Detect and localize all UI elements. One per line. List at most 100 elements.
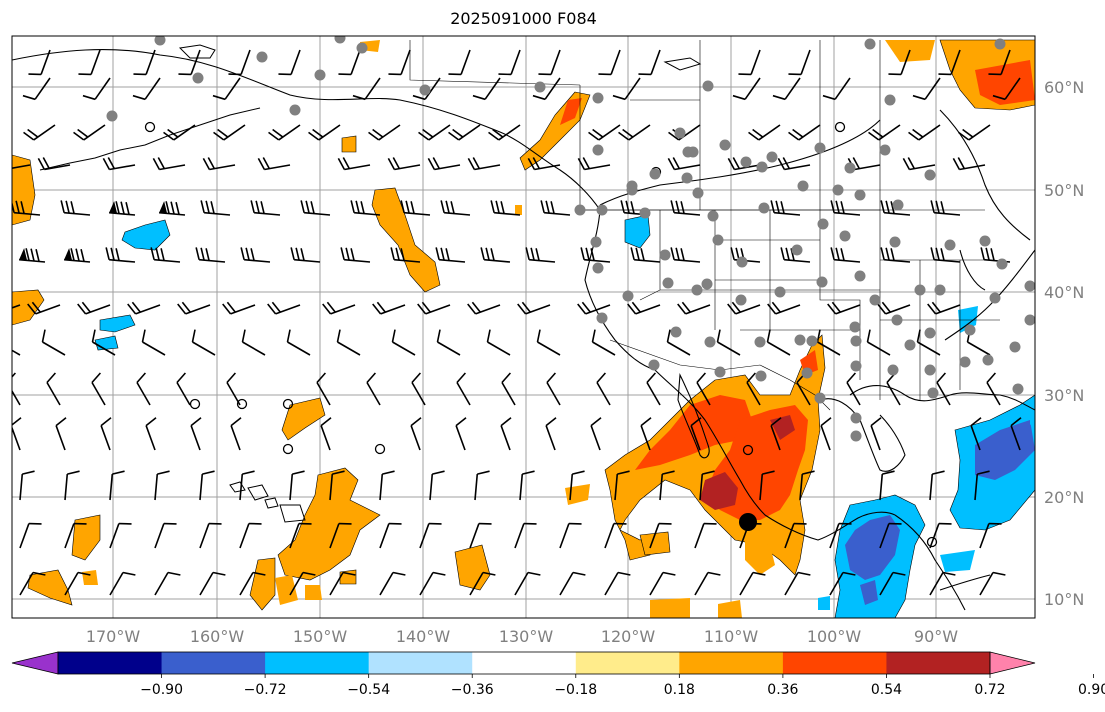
wind-barb: [429, 470, 445, 501]
wind-barb: [930, 247, 961, 263]
latitude-label: 20°N: [1044, 488, 1084, 507]
station-dot: [707, 210, 719, 222]
colorbar-tick-label: −0.54: [347, 682, 390, 698]
station-dot: [797, 180, 809, 192]
wind-barb: [670, 247, 701, 263]
wind-barb: [604, 522, 627, 549]
wind-barb: [379, 571, 406, 596]
station-dot: [814, 142, 826, 154]
wind-barb: [888, 49, 911, 76]
latitude-label: 30°N: [1044, 386, 1084, 405]
wind-barb: [612, 77, 641, 101]
wind-barb: [866, 329, 891, 356]
wind-barbs: [12, 49, 1022, 596]
wind-barb: [649, 571, 676, 596]
station-dot: [844, 162, 856, 174]
wind-barb: [320, 417, 332, 451]
wind-barb: [916, 329, 941, 356]
wind-barb: [133, 49, 156, 76]
longitude-label: 120°W: [601, 627, 656, 646]
wind-barb: [340, 247, 371, 263]
wind-barb: [598, 49, 621, 76]
station-dot: [794, 334, 806, 346]
wind-barb: [559, 571, 586, 596]
wind-barb: [830, 200, 861, 216]
calm-circle: [144, 121, 156, 133]
station-dot: [1009, 341, 1021, 353]
wind-barb: [770, 417, 782, 451]
station-dot: [924, 327, 936, 339]
wind-barb: [627, 301, 661, 315]
wind-barb: [958, 124, 991, 141]
station-dot: [814, 392, 826, 404]
wind-barb: [329, 470, 345, 501]
wind-barb: [388, 49, 411, 76]
station-dot: [891, 314, 903, 326]
wind-barb: [879, 571, 906, 596]
station-dot: [850, 360, 862, 372]
wind-barb: [727, 301, 761, 315]
calm-circle: [374, 443, 386, 455]
wind-barb: [938, 49, 961, 76]
station-dot: [192, 72, 204, 84]
wind-barb: [82, 77, 111, 101]
wind-barb: [64, 470, 80, 501]
wind-barb: [501, 372, 516, 406]
wind-barb: [456, 372, 471, 406]
wind-barb: [746, 372, 761, 406]
wind-barb: [290, 247, 321, 263]
station-dot: [639, 207, 651, 219]
station-dot: [927, 387, 939, 399]
wind-barb: [213, 124, 246, 141]
wind-barb: [352, 77, 381, 101]
wind-barb: [267, 301, 301, 315]
wind-barb: [646, 372, 661, 406]
wind-barb: [418, 124, 451, 141]
station-dot: [590, 236, 602, 248]
wind-barb: [289, 571, 316, 596]
station-dot: [691, 284, 703, 296]
wind-barb: [141, 329, 166, 356]
station-dot: [670, 326, 682, 338]
wind-barb: [777, 157, 811, 171]
longitude-label: 100°W: [807, 627, 862, 646]
wind-barb: [338, 49, 361, 76]
wind-barb: [880, 200, 911, 216]
wind-barb: [474, 470, 490, 501]
wind-barb: [55, 417, 67, 451]
wind-barb: [322, 301, 356, 315]
wind-barb: [19, 571, 46, 596]
station-dot: [959, 356, 971, 368]
calm-circle: [189, 398, 201, 410]
colorbar-segment: [782, 652, 887, 674]
wind-barb: [152, 157, 186, 171]
longitude-label: 150°W: [293, 627, 348, 646]
wind-barb: [748, 124, 781, 141]
wind-barb: [419, 571, 446, 596]
wind-barb: [177, 301, 211, 315]
wind-barb: [268, 124, 301, 141]
station-dot: [596, 312, 608, 324]
station-dot: [766, 151, 778, 163]
colorbar-tick-label: 0.54: [871, 682, 902, 698]
station-dot: [944, 239, 956, 251]
wind-barb: [469, 522, 492, 549]
station-dot: [674, 127, 686, 139]
wind-barb: [694, 522, 717, 549]
wind-barb: [19, 522, 42, 549]
wind-barb: [417, 301, 451, 315]
station-dot: [735, 294, 747, 306]
wind-barb: [486, 329, 511, 356]
station-dot: [869, 294, 881, 306]
wind-barb: [759, 470, 775, 501]
wind-barb: [390, 247, 421, 263]
wind-barb: [677, 301, 711, 315]
colorbar-segment: [575, 652, 680, 674]
wind-barb: [767, 301, 801, 315]
wind-barb: [239, 522, 262, 549]
wind-barb: [830, 247, 861, 263]
wind-barb: [257, 157, 291, 171]
wind-barb: [91, 372, 106, 406]
station-dot: [256, 51, 268, 63]
wind-barb: [100, 417, 112, 451]
